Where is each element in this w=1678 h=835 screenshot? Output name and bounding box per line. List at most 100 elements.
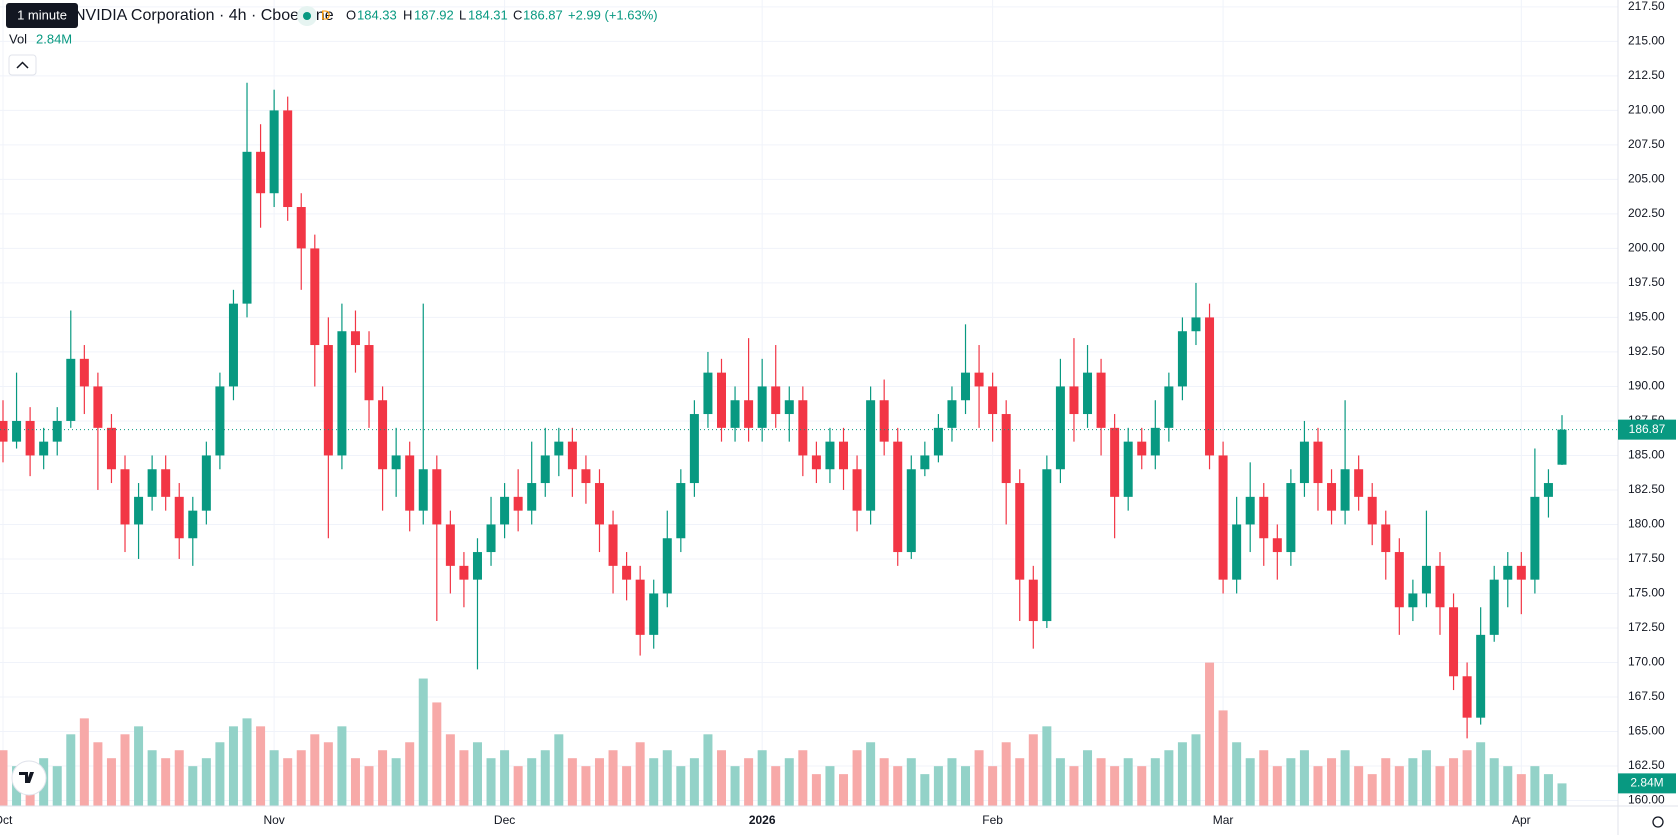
last-price-label: 186.87 <box>1629 422 1666 436</box>
candle-body <box>405 455 415 511</box>
volume-bar <box>825 766 835 806</box>
volume-bar <box>811 774 821 806</box>
candle-body <box>988 386 998 415</box>
y-tick-label: 167.50 <box>1628 689 1665 703</box>
volume-bar <box>527 758 537 806</box>
candle-body <box>1286 483 1296 553</box>
volume-bar <box>1164 750 1174 806</box>
candle-body <box>744 400 754 428</box>
y-tick-label: 175.00 <box>1628 586 1665 600</box>
candle-body <box>594 483 604 525</box>
candle-body <box>1408 593 1418 608</box>
candle-body <box>445 524 455 566</box>
volume-bar <box>649 758 659 806</box>
candle-body <box>1110 427 1120 497</box>
candle-body <box>1191 317 1201 332</box>
candle-body <box>1096 372 1106 428</box>
candle-body <box>1530 496 1540 580</box>
candle-body <box>906 469 916 553</box>
volume-bar <box>1367 774 1377 806</box>
y-tick-label: 200.00 <box>1628 241 1665 255</box>
volume-bar <box>1096 758 1106 806</box>
candle-body <box>974 372 984 387</box>
badge: D <box>321 7 330 22</box>
volume-bar <box>852 750 862 806</box>
candle-body <box>961 372 971 401</box>
volume-bar <box>228 726 238 806</box>
candle-body <box>852 469 862 511</box>
y-tick-label: 217.50 <box>1628 0 1665 13</box>
candle-body <box>1503 565 1513 580</box>
candle-body <box>1245 496 1255 525</box>
candle-body <box>378 400 388 470</box>
y-tick-label: 210.00 <box>1628 103 1665 117</box>
y-tick-label: 177.50 <box>1628 551 1665 565</box>
y-tick-label: 192.50 <box>1628 344 1665 358</box>
volume-bar <box>1286 758 1296 806</box>
volume-bar <box>1530 766 1540 806</box>
candle-body <box>1205 317 1215 456</box>
volume-bar <box>1137 766 1147 806</box>
volume-bar <box>730 766 740 806</box>
candle-body <box>554 441 564 456</box>
candle-body <box>757 386 767 428</box>
candle-body <box>12 420 22 442</box>
candle-body <box>1150 427 1160 456</box>
volume-bar <box>567 758 577 806</box>
candle-body <box>893 441 903 553</box>
volume-bar <box>947 758 957 806</box>
candle-body <box>1232 524 1242 580</box>
y-tick-label: 197.50 <box>1628 275 1665 289</box>
volume-bar <box>554 734 564 806</box>
candle-body <box>79 358 89 387</box>
legend: NVIDIA Corporation · 4h · Cboe One 1 min… <box>6 3 658 76</box>
volume-bar <box>1042 726 1052 806</box>
volume-bar <box>147 750 157 806</box>
volume-bar <box>757 750 767 806</box>
candle-body <box>1476 634 1486 718</box>
candle-body <box>1462 676 1472 718</box>
candle-body <box>649 593 659 635</box>
candle-body <box>1001 414 1011 484</box>
candle-body <box>1069 386 1079 415</box>
volume-bar <box>364 766 374 806</box>
candle-body <box>866 400 876 511</box>
volume-bar <box>310 734 320 806</box>
candle-body <box>500 496 510 525</box>
candle-body <box>689 414 699 484</box>
low-label: L <box>459 7 466 22</box>
volume-bar <box>174 750 184 806</box>
candle-body <box>472 552 482 580</box>
close-value: 186.87 <box>523 7 563 22</box>
logo-mark <box>19 772 34 783</box>
candle-body <box>1435 565 1445 608</box>
candle-body <box>1543 483 1553 497</box>
candle-body <box>418 469 428 511</box>
candle-body <box>337 331 347 456</box>
candle-body <box>730 400 740 428</box>
volume-bar <box>974 750 984 806</box>
collapse-button[interactable] <box>8 54 37 76</box>
volume-bar <box>784 758 794 806</box>
candle-body <box>242 151 252 304</box>
volume-bar <box>283 758 293 806</box>
candle-body <box>933 427 943 456</box>
volume-bar <box>839 774 849 806</box>
volume-title: Vol <box>9 31 27 46</box>
last-price-tag <box>1618 419 1676 440</box>
settings-icon[interactable] <box>1652 816 1664 828</box>
candle-body <box>1042 469 1052 622</box>
volume-bar <box>161 758 171 806</box>
volume-bar <box>635 742 645 806</box>
candle-body <box>228 303 238 387</box>
volume-bar <box>1421 750 1431 806</box>
high-label: H <box>403 7 412 22</box>
candle-body <box>1354 469 1364 497</box>
y-tick-label: 215.00 <box>1628 34 1665 48</box>
y-tick-label: 165.00 <box>1628 724 1665 738</box>
volume-bar <box>323 742 333 806</box>
candle-body <box>662 538 672 594</box>
